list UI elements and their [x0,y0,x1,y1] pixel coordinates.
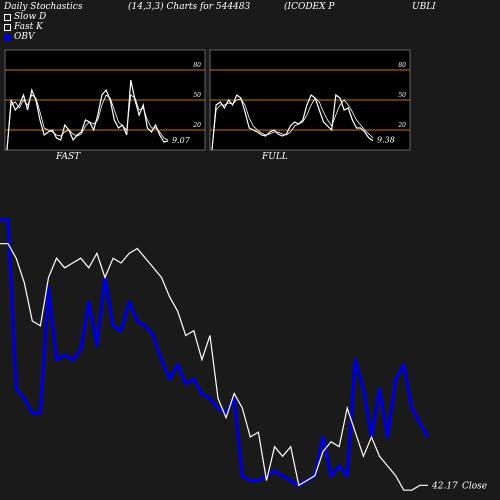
legend-swatch-fast-k [4,23,11,31]
fast-last-value-label: 9.07 [172,136,191,145]
series-obv-line [0,217,430,488]
legend-label-slow-d: Slow D [14,12,47,22]
fast-tick-label-50: 50 [193,92,201,99]
legend-item-fast-k: Fast K [4,22,43,32]
chart-params: (14,3,3) Charts for 544483 [128,2,251,12]
full-tick-label-80: 80 [398,62,406,69]
fast-series-slow-d [6,94,169,151]
symbol-name-right: UBLI [412,2,436,12]
close-last-value-label: 42.17 [431,481,458,491]
fast-tick-label-80: 80 [193,62,201,69]
fast-panel-label: FAST [56,152,81,162]
legend-swatch-obv [4,33,11,41]
close-last-value-suffix: Close [462,481,487,491]
chart-title: Daily Stochastics [4,2,83,12]
legend-label-obv: OBV [14,32,35,42]
series-close-line [0,243,428,491]
fast-series-fast-k [6,79,169,151]
fast-tick-label-20: 20 [192,122,201,129]
full-last-value-label: 9.38 [377,136,395,145]
legend-label-fast-k: Fast K [14,22,43,32]
legend-swatch-slow-d [4,13,11,21]
full-panel-label: FULL [262,152,288,162]
full-series-full-k [211,93,374,151]
legend-item-obv: OBV [4,32,35,42]
full-tick-label-50: 50 [398,92,406,99]
legend-item-slow-d: Slow D [4,12,46,22]
full-series-full-d [211,97,374,151]
full-tick-label-20: 20 [397,122,406,129]
symbol-name-left: (ICODEX P [284,2,335,12]
